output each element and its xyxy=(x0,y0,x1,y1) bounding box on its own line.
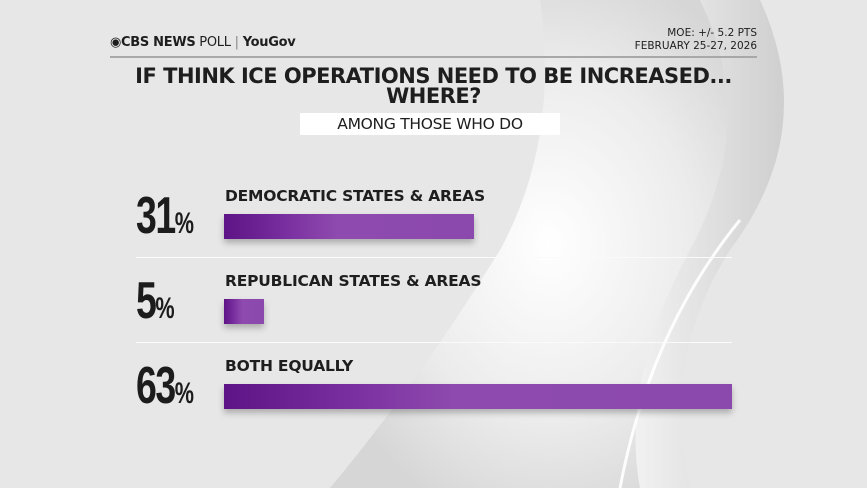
header-rule xyxy=(110,56,757,58)
divider: | xyxy=(234,35,239,50)
bar xyxy=(224,299,265,324)
category-label: REPUBLICAN STATES & AREAS xyxy=(225,272,482,290)
value-number: 5 xyxy=(136,272,157,330)
percent-sign: % xyxy=(155,292,174,325)
bar xyxy=(224,214,474,239)
poll-meta: MOE: +/- 5.2 PTS FEBRUARY 25-27, 2026 xyxy=(635,27,757,53)
percent-sign: % xyxy=(174,377,194,410)
margin-of-error: MOE: +/- 5.2 PTS xyxy=(667,27,757,39)
category-label: BOTH EQUALLY xyxy=(225,357,353,375)
value-label: 31% xyxy=(136,187,194,250)
cbs-eye-icon: ◉ xyxy=(110,35,122,50)
cbs-news-poll-logo: ◉CBS NEWS POLL | YouGov xyxy=(110,35,296,50)
chart-subtitle: AMONG THOSE WHO DO xyxy=(300,113,560,135)
partner-logo: YouGov xyxy=(242,35,296,50)
brand-suffix: POLL xyxy=(199,35,231,50)
value-label: 5% xyxy=(136,272,175,335)
row-divider xyxy=(136,342,732,343)
bar xyxy=(224,384,732,409)
brand: CBS NEWS xyxy=(121,35,196,50)
value-number: 31 xyxy=(136,187,176,245)
percent-sign: % xyxy=(174,207,194,240)
chart-title: IF THINK ICE OPERATIONS NEED TO BE INCRE… xyxy=(135,64,732,108)
value-number: 63 xyxy=(136,357,176,415)
poll-dates: FEBRUARY 25-27, 2026 xyxy=(634,40,757,52)
value-label: 63% xyxy=(136,357,194,420)
category-label: DEMOCRATIC STATES & AREAS xyxy=(225,187,485,205)
row-divider xyxy=(136,257,732,258)
